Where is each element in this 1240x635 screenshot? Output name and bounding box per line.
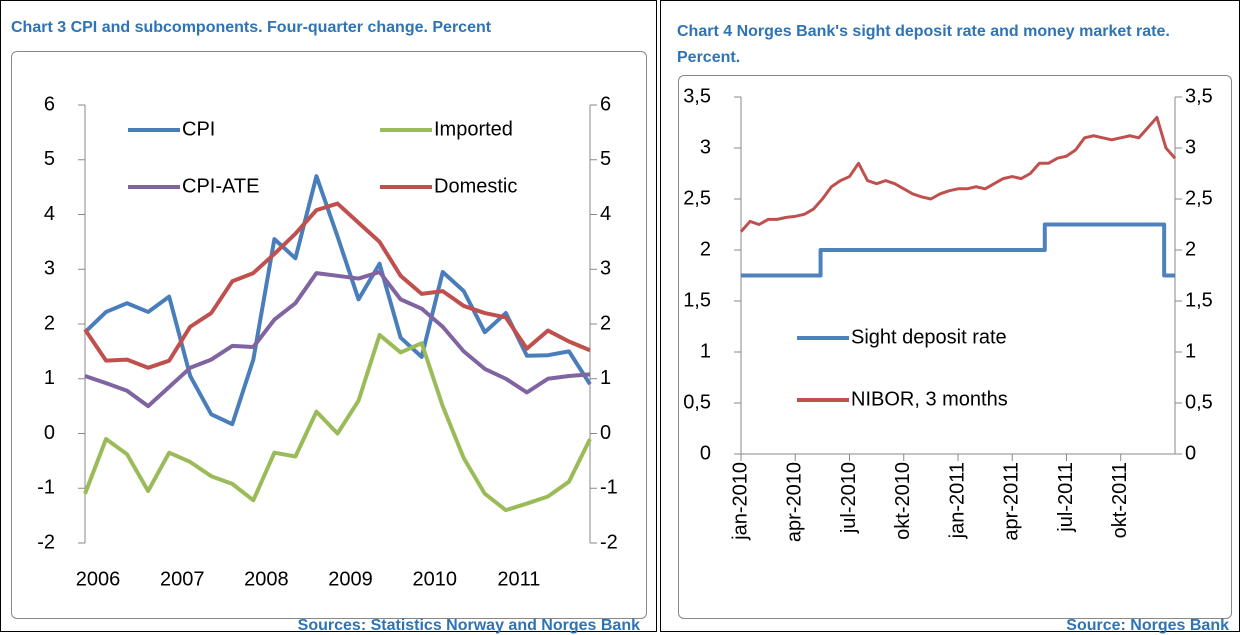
y2-tick-label: 2,5 [1185,187,1213,209]
y2-tick-label: 4 [600,203,611,225]
y-tick-label: -1 [37,477,55,499]
x-tick-label: 2010 [412,568,457,590]
x-tick-label: 2009 [328,568,373,590]
x-tick-label: okt-2011 [1109,462,1131,538]
series-line [83,174,592,427]
y-tick-label: 2 [44,312,55,334]
x-tick-label: jan-2010 [729,462,751,541]
y-tick-label: 2 [700,238,711,260]
y2-tick-label: 0 [1185,442,1196,464]
legend-label: CPI [182,118,215,140]
y2-tick-label: 0 [600,422,611,444]
x-tick-label: apr-2011 [1001,462,1023,541]
series-line [739,115,1177,233]
chart-source: Source: Norges Bank [1066,617,1229,634]
plot-frame [678,75,1232,619]
y-tick-label: 3 [700,136,711,158]
y-tick-label: 2,5 [683,187,711,209]
y2-tick-label: -1 [600,477,618,499]
series-line [83,201,591,370]
x-tick-label: jul-2011 [1055,462,1077,533]
series-line [84,269,591,409]
x-tick-label: okt-2010 [892,462,914,540]
chart-title: Chart 4 Norges Bank's sight deposit rate… [677,23,1170,66]
y2-tick-label: 3 [600,258,611,280]
y-tick-label: 0,5 [683,391,711,413]
series-line [741,222,1175,278]
y2-tick-label: 2 [600,312,611,334]
panel-left: Chart 3 CPI and subcomponents. Four-quar… [0,0,657,634]
y-tick-label: 4 [44,203,55,225]
legend-label: Imported [434,118,513,140]
y2-tick-label: 2 [1185,238,1196,260]
legend-label: CPI-ATE [182,175,259,197]
y2-tick-label: 1,5 [1185,289,1213,311]
panel-right: Chart 4 Norges Bank's sight deposit rate… [660,0,1240,634]
x-tick-label: jan-2011 [946,462,968,539]
y2-tick-label: -2 [600,531,618,553]
y-tick-label: 1 [44,367,55,389]
legend-label: NIBOR, 3 months [851,388,1008,410]
legend-label: Domestic [434,175,517,197]
chart-source: Sources: Statistics Norway and Norges Ba… [297,617,640,634]
chart-title: Chart 3 CPI and subcomponents. Four-quar… [11,19,492,36]
legend-label: Sight deposit rate [851,326,1007,348]
x-tick-label: 2008 [244,568,289,590]
x-tick-label: 2007 [160,568,205,590]
y-tick-label: 1 [700,340,711,362]
y2-tick-label: 3 [1185,136,1196,158]
y-tick-label: 6 [44,93,55,115]
x-tick-label: apr-2010 [784,462,806,542]
y-tick-label: 3,5 [683,85,711,107]
plot-frame [11,51,647,619]
x-tick-label: jul-2010 [838,462,860,534]
y-tick-label: 3 [44,258,55,280]
y-tick-label: 0 [44,422,55,444]
y2-tick-label: 5 [600,148,611,170]
y-tick-label: 0 [700,442,711,464]
x-tick-label: 2011 [497,568,540,590]
x-tick-label: 2006 [76,568,121,590]
y2-tick-label: 6 [600,93,611,115]
y-tick-label: 1,5 [683,289,711,311]
y2-tick-label: 0,5 [1185,391,1213,413]
series-line [83,332,592,513]
y2-tick-label: 1 [600,367,611,389]
y-tick-label: 5 [44,148,55,170]
y2-tick-label: 3,5 [1185,85,1213,107]
y-tick-label: -2 [37,531,55,553]
y2-tick-label: 1 [1185,340,1196,362]
